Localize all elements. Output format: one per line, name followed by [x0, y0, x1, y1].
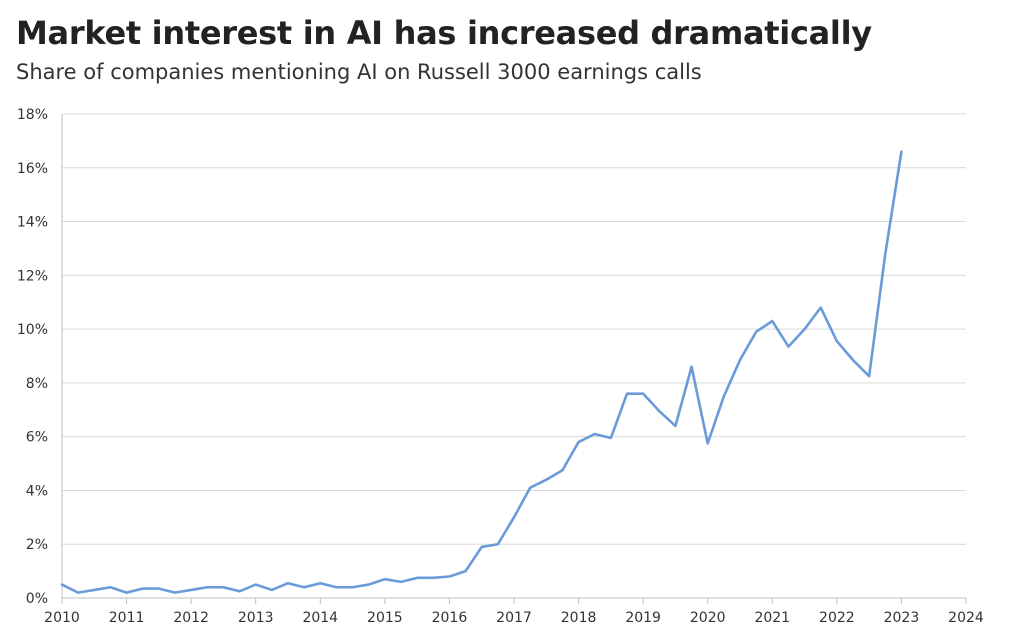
- y-tick-label: 2%: [26, 537, 48, 553]
- x-tick-label: 2022: [819, 610, 855, 626]
- x-tick-label: 2018: [561, 610, 597, 626]
- y-tick-label: 10%: [17, 322, 48, 338]
- series-line: [60, 150, 903, 594]
- y-tick-label: 16%: [17, 161, 48, 177]
- x-tick-label: 2013: [238, 610, 274, 626]
- y-tick-label: 14%: [17, 215, 48, 231]
- x-tick-label: 2020: [690, 610, 726, 626]
- x-tick-label: 2019: [625, 610, 661, 626]
- y-axis-ticks: 0% 2% 4% 6% 8% 10% 12% 14% 16% 18%: [17, 107, 48, 607]
- x-axis-ticks: 2010 2011 2012 2013 2014 2015 2016 2017 2018 2019…: [44, 598, 984, 626]
- chart-title: Market interest in AI has increased dram…: [16, 14, 872, 52]
- x-tick-label: 2024: [948, 610, 984, 626]
- x-tick-label: 2012: [173, 610, 209, 626]
- x-tick-label: 2010: [44, 610, 80, 626]
- x-tick-label: 2016: [432, 610, 468, 626]
- y-tick-label: 8%: [26, 376, 48, 392]
- axes: [61, 114, 966, 599]
- chart-subtitle: Share of companies mentioning AI on Russ…: [16, 60, 702, 84]
- x-tick-label: 2017: [496, 610, 532, 626]
- y-tick-label: 18%: [17, 107, 48, 123]
- gridlines: [62, 113, 966, 545]
- x-tick-label: 2014: [302, 610, 338, 626]
- x-tick-label: 2021: [754, 610, 790, 626]
- y-tick-label: 12%: [17, 268, 48, 284]
- series-layer: [60, 150, 903, 594]
- x-tick-label: 2015: [367, 610, 403, 626]
- x-tick-label: 2023: [884, 610, 920, 626]
- x-tick-label: 2011: [109, 610, 145, 626]
- y-tick-label: 6%: [26, 430, 48, 446]
- y-tick-label: 0%: [26, 591, 48, 607]
- y-tick-label: 4%: [26, 483, 48, 499]
